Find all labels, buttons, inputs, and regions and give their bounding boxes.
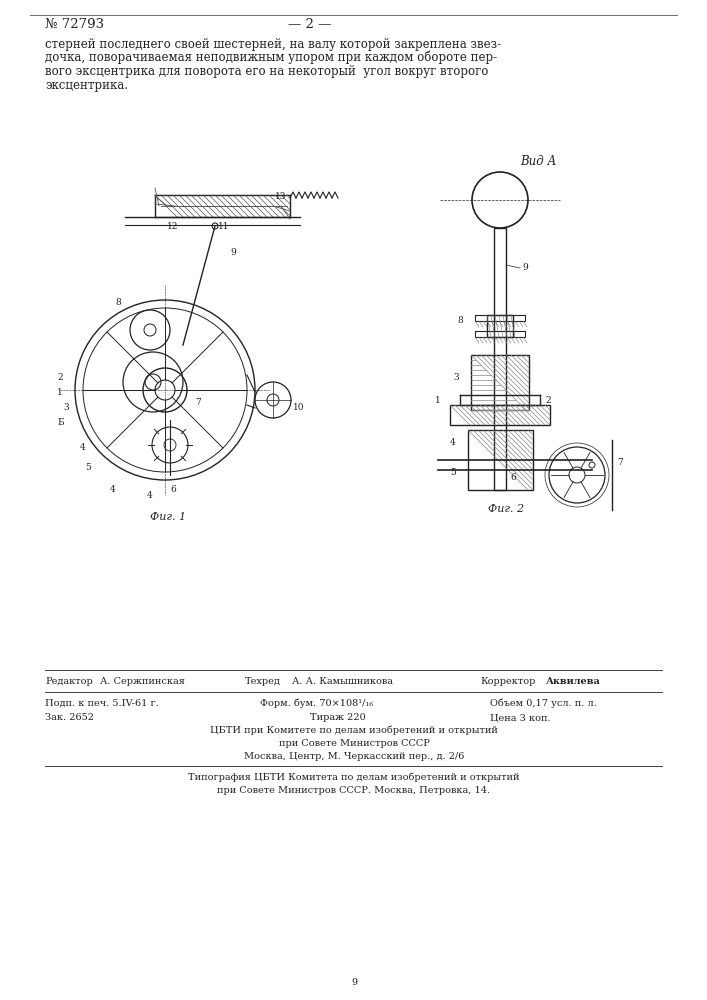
Text: 12: 12 [167, 222, 178, 231]
Text: 4: 4 [147, 491, 153, 500]
Text: при Совете Министров СССР. Москва, Петровка, 14.: при Совете Министров СССР. Москва, Петро… [218, 786, 491, 795]
Text: Фиг. 2: Фиг. 2 [488, 504, 524, 514]
Text: 11: 11 [218, 222, 230, 231]
Text: 4: 4 [450, 438, 456, 447]
Text: Вид А: Вид А [520, 155, 556, 168]
Text: А. Сержпинская: А. Сержпинская [100, 677, 185, 686]
Bar [475, 331, 525, 337]
Text: 5: 5 [450, 468, 456, 477]
Text: А. А. Камышникова: А. А. Камышникова [292, 677, 393, 686]
Text: 9: 9 [230, 248, 235, 257]
Text: 5: 5 [85, 463, 91, 472]
Text: 3: 3 [453, 373, 459, 382]
Text: 2: 2 [545, 396, 551, 405]
Text: 6: 6 [170, 485, 176, 494]
Text: 9: 9 [351, 978, 357, 987]
Bar [471, 355, 529, 410]
Text: вого эксцентрика для поворота его на некоторый  угол вокруг второго: вого эксцентрика для поворота его на нек… [45, 65, 489, 78]
Text: 7: 7 [195, 398, 201, 407]
Text: 6: 6 [510, 473, 515, 482]
Text: Форм. бум. 70×108¹/₁₆: Форм. бум. 70×108¹/₁₆ [260, 698, 373, 708]
Text: 8: 8 [115, 298, 121, 307]
Text: 7: 7 [617, 458, 623, 467]
Text: 3: 3 [63, 403, 69, 412]
Text: 4: 4 [80, 443, 86, 452]
Text: эксцентрика.: эксцентрика. [45, 79, 128, 92]
Text: 4: 4 [110, 485, 116, 494]
Text: дочка, поворачиваемая неподвижным упором при каждом обороте пер-: дочка, поворачиваемая неподвижным упором… [45, 51, 497, 64]
Bar [468, 430, 533, 490]
Text: 9: 9 [522, 263, 527, 272]
Bar [450, 405, 550, 425]
Text: 1: 1 [435, 396, 440, 405]
Text: Цена 3 коп.: Цена 3 коп. [490, 713, 551, 722]
Text: при Совете Министров СССР: при Совете Министров СССР [279, 739, 429, 748]
Text: стерней последнего своей шестерней, на валу которой закреплена звез-: стерней последнего своей шестерней, на в… [45, 38, 501, 51]
Text: Типография ЦБТИ Комитета по делам изобретений и открытий: Типография ЦБТИ Комитета по делам изобре… [188, 772, 520, 782]
Text: ЦБТИ при Комитете по делам изобретений и открытий: ЦБТИ при Комитете по делам изобретений и… [210, 726, 498, 735]
Text: Объем 0,17 усл. п. л.: Объем 0,17 усл. п. л. [490, 698, 597, 708]
Text: Техред: Техред [245, 677, 281, 686]
Bar [487, 315, 513, 337]
Text: Фиг. 1: Фиг. 1 [150, 512, 186, 522]
Text: № 72793: № 72793 [45, 18, 104, 31]
Text: 13: 13 [275, 192, 286, 201]
Text: Корректор: Корректор [480, 677, 535, 686]
Text: 10: 10 [293, 403, 305, 412]
Text: Б: Б [57, 418, 64, 427]
Text: Редактор: Редактор [45, 677, 93, 686]
Text: Москва, Центр, М. Черкасский пер., д. 2/6: Москва, Центр, М. Черкасский пер., д. 2/… [244, 752, 464, 761]
Text: 1: 1 [57, 388, 63, 397]
Text: 2: 2 [57, 373, 63, 382]
Bar [475, 315, 525, 321]
Text: Тираж 220: Тираж 220 [310, 713, 366, 722]
Text: — 2 —: — 2 — [288, 18, 332, 31]
Text: Подп. к печ. 5.IV-61 г.: Подп. к печ. 5.IV-61 г. [45, 699, 159, 708]
Text: Аквилева: Аквилева [546, 677, 601, 686]
Text: 8: 8 [457, 316, 463, 325]
Bar [494, 228, 506, 490]
Text: Зак. 2652: Зак. 2652 [45, 713, 94, 722]
